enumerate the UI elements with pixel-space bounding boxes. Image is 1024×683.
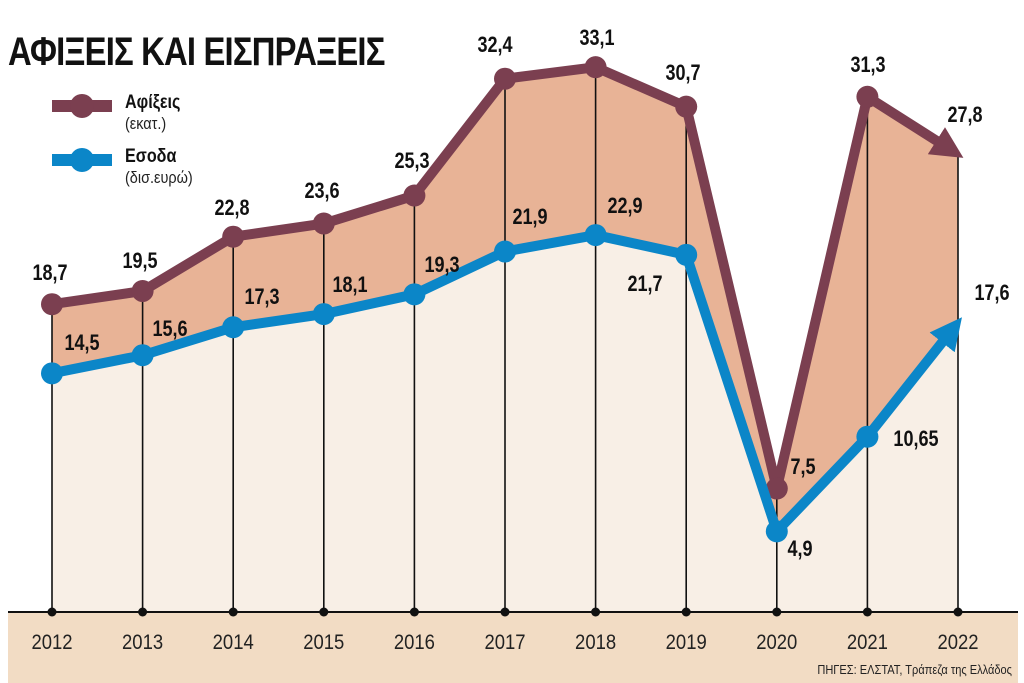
x-tick-label-2013: 2013 bbox=[122, 631, 163, 654]
legend-revenue-unit: (δισ.ευρώ) bbox=[125, 168, 193, 187]
arrivals-point-2013 bbox=[131, 280, 154, 303]
arrivals-point-2019 bbox=[675, 95, 698, 118]
arrivals-point-2016 bbox=[403, 184, 426, 207]
x-tick-label-2018: 2018 bbox=[575, 631, 616, 654]
x-tick-label-2015: 2015 bbox=[303, 631, 344, 654]
arrivals-point-2018 bbox=[584, 56, 607, 79]
legend-revenue-label: Εσοδα bbox=[125, 146, 177, 167]
source-note: ΠΗΓΕΣ: ΕΛΣΤΑΤ, Τράπεζα της Ελλάδος bbox=[817, 662, 1012, 677]
x-tick-label-2021: 2021 bbox=[847, 631, 888, 654]
revenue-point-2019 bbox=[675, 243, 698, 266]
x-tick-label-2012: 2012 bbox=[31, 631, 72, 654]
arrivals-data-label-2022: 27,8 bbox=[947, 103, 982, 127]
revenue-data-label-2020: 4,9 bbox=[787, 537, 812, 561]
arrivals-point-2017 bbox=[494, 67, 516, 90]
arrivals-data-label-2021: 31,3 bbox=[850, 53, 885, 77]
arrivals-data-label-2017: 32,4 bbox=[477, 33, 513, 57]
x-tick-label-2020: 2020 bbox=[756, 631, 797, 654]
legend-arrivals-label: Αφίξεις bbox=[125, 92, 181, 113]
axis-band bbox=[8, 612, 1018, 683]
revenue-point-2017 bbox=[494, 240, 516, 263]
arrivals-data-label-2013: 19,5 bbox=[122, 249, 157, 273]
revenue-point-2021 bbox=[856, 425, 879, 448]
arrivals-data-label-2016: 25,3 bbox=[394, 149, 429, 173]
arrivals-point-2020 bbox=[765, 477, 788, 500]
revenue-data-label-2022: 17,6 bbox=[974, 281, 1009, 305]
revenue-data-label-2018: 22,9 bbox=[607, 194, 642, 218]
arrivals-data-label-2019: 30,7 bbox=[665, 61, 700, 85]
arrivals-data-label-2012: 18,7 bbox=[32, 261, 67, 285]
revenue-point-2018 bbox=[584, 224, 607, 247]
revenue-data-label-2012: 14,5 bbox=[64, 331, 99, 355]
revenue-point-2014 bbox=[222, 316, 245, 339]
arrivals-data-label-2018: 33,1 bbox=[579, 26, 614, 50]
revenue-point-2012 bbox=[41, 362, 63, 385]
arrivals-data-label-2015: 23,6 bbox=[304, 179, 339, 203]
arrivals-point-2012 bbox=[41, 293, 63, 316]
arrivals-point-2015 bbox=[312, 212, 335, 235]
chart-title: ΑΦΙΞΕΙΣ ΚΑΙ ΕΙΣΠΡΑΞΕΙΣ bbox=[8, 30, 385, 74]
x-tick-label-2022: 2022 bbox=[937, 631, 978, 654]
legend-arrivals-dot bbox=[70, 94, 94, 118]
revenue-data-label-2014: 17,3 bbox=[244, 285, 279, 309]
arrivals-point-2014 bbox=[222, 225, 245, 248]
arrivals-data-label-2020: 7,5 bbox=[790, 455, 815, 479]
x-tick-label-2019: 2019 bbox=[666, 631, 707, 654]
revenue-data-label-2015: 18,1 bbox=[332, 273, 367, 297]
x-tick-label-2014: 2014 bbox=[213, 631, 254, 654]
x-tick-label-2016: 2016 bbox=[394, 631, 435, 654]
revenue-data-label-2013: 15,6 bbox=[152, 317, 187, 341]
arrivals-point-2021 bbox=[856, 85, 879, 108]
revenue-point-2015 bbox=[312, 303, 335, 326]
revenue-data-label-2019: 21,7 bbox=[627, 272, 662, 296]
revenue-data-label-2017: 21,9 bbox=[512, 205, 547, 229]
legend-revenue-dot bbox=[70, 148, 94, 172]
revenue-point-2016 bbox=[403, 283, 426, 306]
x-tick-label-2017: 2017 bbox=[484, 631, 525, 654]
revenue-data-label-2016: 19,3 bbox=[424, 253, 459, 277]
arrivals-data-label-2014: 22,8 bbox=[214, 196, 249, 220]
revenue-point-2020 bbox=[765, 520, 788, 543]
revenue-data-label-2021: 10,65 bbox=[893, 427, 938, 451]
revenue-point-2013 bbox=[131, 344, 154, 367]
legend-arrivals-unit: (εκατ.) bbox=[125, 114, 167, 133]
